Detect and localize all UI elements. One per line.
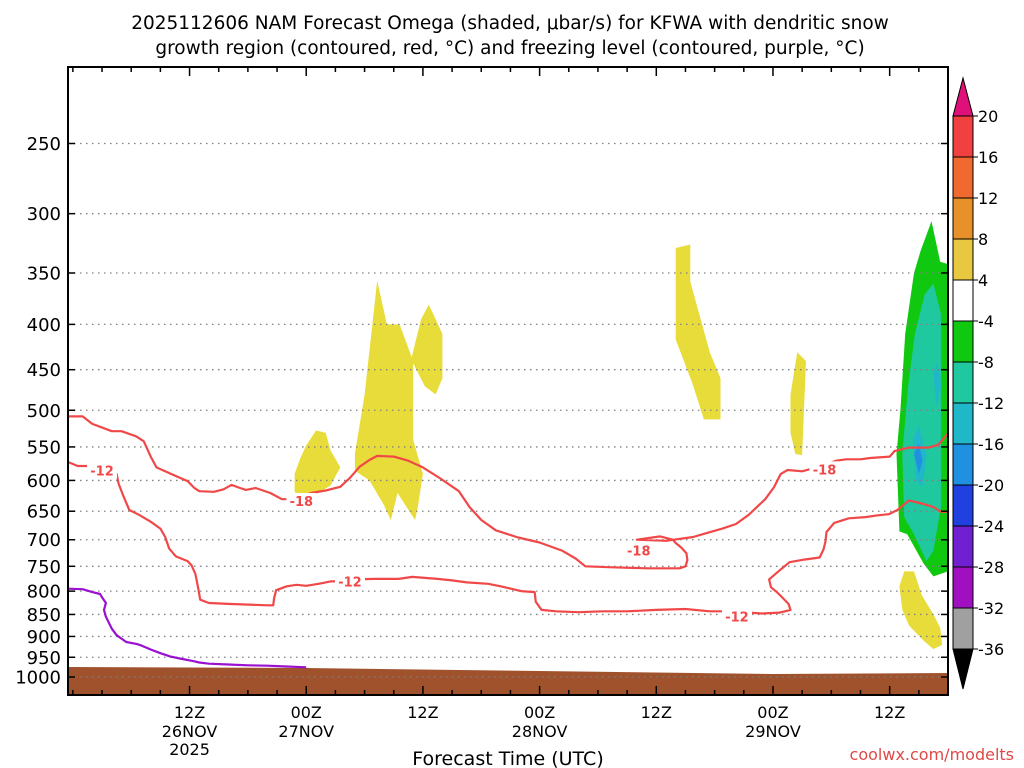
colorbar-label-13: -36	[978, 640, 1004, 659]
y-tick-label-750: 750	[27, 557, 61, 578]
colorbar-label-9: -20	[978, 476, 1004, 495]
colorbar-bin-3	[952, 238, 974, 281]
y-axis: 2503003504004505005506006507007508008509…	[15, 134, 948, 689]
y-tick-label-300: 300	[27, 204, 61, 225]
x-tick-label-3-0: 00Z	[524, 703, 555, 722]
y-tick-label-800: 800	[27, 582, 61, 603]
colorbar-bin-0	[952, 115, 974, 158]
colorbar-label-7: -12	[978, 394, 1004, 413]
ground-surface	[68, 667, 948, 695]
colorbar-bin-8	[952, 443, 974, 486]
colorbar-label-6: -8	[978, 353, 994, 372]
contour-line-0	[68, 415, 949, 570]
y-tick-label-850: 850	[27, 605, 61, 626]
contour-label-1: -18	[290, 495, 314, 510]
x-tick-label-0-0: 12Z	[174, 703, 205, 722]
x-axis-label: Forecast Time (UTC)	[412, 748, 603, 768]
contour-label-0: -12	[90, 465, 114, 480]
contour-labels: -12 -18 -12 -18 -12 -18	[87, 461, 840, 626]
x-tick-label-6-0: 12Z	[874, 703, 905, 722]
colorbar-bin-1	[952, 156, 974, 199]
contour-label-bg	[623, 542, 654, 559]
contour-label-bg	[87, 462, 118, 479]
colorbar-label-1: 16	[978, 148, 998, 167]
y-tick-label-1000: 1000	[15, 668, 61, 689]
colorbar-bin-6	[952, 361, 974, 404]
credit-link[interactable]: coolwx.com/modelts	[850, 745, 1014, 764]
x-tick-label-1-1: 27NOV	[278, 722, 334, 741]
x-tick-label-0-2: 2025	[169, 740, 210, 759]
colorbar-label-4: 4	[978, 271, 988, 290]
omega-region-yellow-2	[411, 304, 443, 395]
omega-region-yellow-5	[899, 571, 943, 650]
colorbar-bin-4	[952, 279, 974, 322]
colorbar-bin-10	[952, 525, 974, 568]
contour-line-1	[67, 460, 948, 615]
plot-area	[294, 221, 948, 650]
y-tick-label-450: 450	[27, 360, 61, 381]
ground-layer	[68, 667, 948, 695]
chart-title-line1: 2025112606 NAM Forecast Omega (shaded, μ…	[131, 13, 889, 34]
omega-region-yellow-0	[294, 430, 341, 506]
y-tick-label-650: 650	[27, 502, 61, 523]
chart-title-line2: growth region (contoured, red, °C) and f…	[155, 38, 864, 59]
contour-layer	[67, 415, 949, 669]
x-tick-label-0-1: 26NOV	[162, 722, 218, 741]
omega-region-blue-9	[914, 443, 923, 474]
colorbar-bin-11	[952, 566, 974, 609]
y-tick-label-350: 350	[27, 263, 61, 284]
colorbar-bin-5	[952, 320, 974, 363]
omega-region-yellow-3	[675, 244, 721, 420]
contour-label-4: -12	[725, 611, 749, 626]
x-tick-label-2-0: 12Z	[407, 703, 438, 722]
x-tick-label-4-0: 12Z	[641, 703, 672, 722]
omega-region-yellow-1	[354, 280, 423, 520]
colorbar-under-arrow	[952, 648, 974, 690]
omega-region-teal-7	[902, 283, 942, 562]
contour-label-bg	[334, 573, 365, 590]
contour-label-bg	[721, 608, 752, 625]
omega-region-yellow-4	[790, 352, 806, 456]
x-tick-label-5-1: 29NOV	[745, 722, 801, 741]
x-tick-label-5-0: 00Z	[757, 703, 788, 722]
contour-line-2	[67, 587, 307, 669]
colorbar-label-12: -32	[978, 599, 1004, 618]
colorbar-label-0: 20	[978, 107, 998, 126]
colorbar-bin-12	[952, 607, 974, 650]
colorbar-label-11: -28	[978, 558, 1004, 577]
contour-label-5: -18	[813, 463, 837, 478]
x-tick-label-1-0: 00Z	[291, 703, 322, 722]
contour-label-2: -12	[338, 575, 362, 590]
x-tick-label-3-1: 28NOV	[512, 722, 568, 741]
contour-label-bg	[809, 461, 840, 478]
grid-layer	[68, 142, 948, 678]
contour-label-3: -18	[627, 545, 651, 560]
colorbar-label-10: -24	[978, 517, 1004, 536]
contour-label-bg	[286, 493, 317, 510]
y-tick-label-950: 950	[27, 648, 61, 669]
colorbar-bin-9	[952, 484, 974, 527]
y-tick-label-400: 400	[27, 315, 61, 336]
y-tick-label-600: 600	[27, 471, 61, 492]
y-tick-label-550: 550	[27, 437, 61, 458]
colorbar-bin-7	[952, 402, 974, 445]
y-tick-label-250: 250	[27, 134, 61, 155]
colorbar: 20 16 12 8 4 -4 -8 -12 -16 -20 -24 -28 -32 -36	[952, 76, 1004, 690]
colorbar-label-2: 12	[978, 189, 998, 208]
omega-region-cyan-10	[933, 361, 942, 407]
colorbar-label-3: 8	[978, 230, 988, 249]
y-tick-label-700: 700	[27, 530, 61, 551]
colorbar-over-arrow	[952, 76, 974, 117]
colorbar-label-5: -4	[978, 312, 994, 331]
colorbar-bin-2	[952, 197, 974, 240]
y-tick-label-900: 900	[27, 627, 61, 648]
plot-frame	[67, 66, 949, 696]
y-tick-label-500: 500	[27, 401, 61, 422]
colorbar-label-8: -16	[978, 435, 1004, 454]
